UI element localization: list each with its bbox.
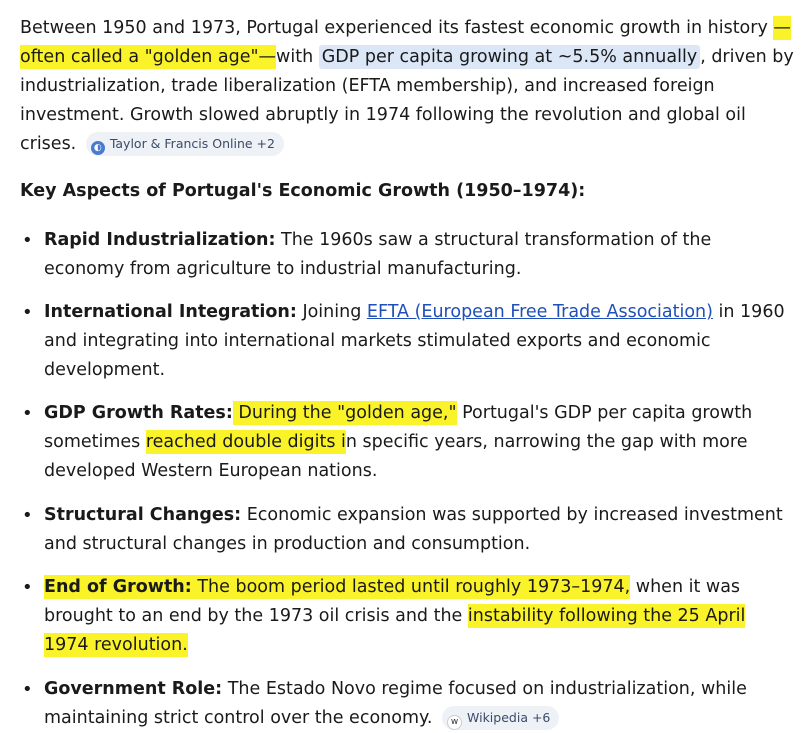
item-description: Economic expansion was supported by incr… (44, 505, 783, 554)
efta-link[interactable]: EFTA (European Free Trade Association) (366, 302, 713, 322)
intro-highlight-gdp[interactable]: GDP per capita growing at ~5.5% annually (318, 45, 701, 69)
item-term: GDP Growth Rates: (44, 403, 233, 423)
section-heading: Key Aspects of Portugal's Economic Growt… (20, 181, 586, 201)
item-description-after: in 1960 and integrating into internation… (44, 302, 785, 380)
highlight-boom-period: The boom period lasted until roughly 197… (191, 575, 631, 599)
item-term: End of Growth: (44, 575, 192, 599)
bullet: • (22, 403, 33, 424)
taylor-francis-icon: ◐ (90, 141, 105, 155)
item-description: Portugal's GDP per capita growth sometim… (44, 403, 753, 452)
item-description-end: n specific years, narrowing the gap with… (44, 432, 748, 481)
bullet: • (22, 577, 33, 598)
highlight-golden-age: During the "golden age," (232, 401, 457, 425)
list-item-text: International Integration: Joining EFTA … (44, 298, 790, 385)
intro-text-1: Between 1950 and 1973, Portugal experien… (20, 18, 774, 38)
item-term: Government Role: (44, 679, 223, 699)
bullet: • (22, 230, 33, 251)
bullet: • (22, 302, 33, 323)
citation-chip-taylor-francis[interactable]: ◐ Taylor & Francis Online +2 (85, 132, 284, 156)
list-item-text: Rapid Industrialization: The 1960s saw a… (44, 226, 790, 284)
list-item-text: Government Role: The Estado Novo regime … (44, 675, 790, 733)
list-item-text: Structural Changes: Economic expansion w… (44, 501, 790, 559)
list-item-text: End of Growth: The boom period lasted un… (44, 573, 790, 660)
item-term: Rapid Industrialization: (44, 230, 276, 250)
intro-text-3: , driven by industrialization, trade lib… (20, 47, 794, 154)
citation-label: Taylor & Francis Online +2 (109, 136, 275, 151)
bullet: • (22, 505, 33, 526)
item-description-before: Joining (296, 302, 367, 322)
citation-label: Wikipedia +6 (467, 710, 551, 725)
wikipedia-icon: w (447, 715, 463, 730)
highlight-double-digits: reached double digits i (145, 430, 346, 454)
item-description: The 1960s saw a structural transformatio… (44, 230, 712, 279)
intro-text-2: with (276, 47, 319, 67)
item-term: Structural Changes: (44, 505, 242, 525)
item-description: The Estado Novo regime focused on indust… (44, 679, 747, 728)
intro-paragraph: Between 1950 and 1973, Portugal experien… (20, 14, 800, 159)
citation-chip-wikipedia[interactable]: w Wikipedia +6 (442, 706, 560, 730)
list-item-text: GDP Growth Rates: During the "golden age… (44, 399, 790, 486)
item-term: International Integration: (44, 302, 297, 322)
bullet: • (22, 679, 33, 700)
item-description: when it was brought to an end by the 197… (44, 577, 741, 626)
